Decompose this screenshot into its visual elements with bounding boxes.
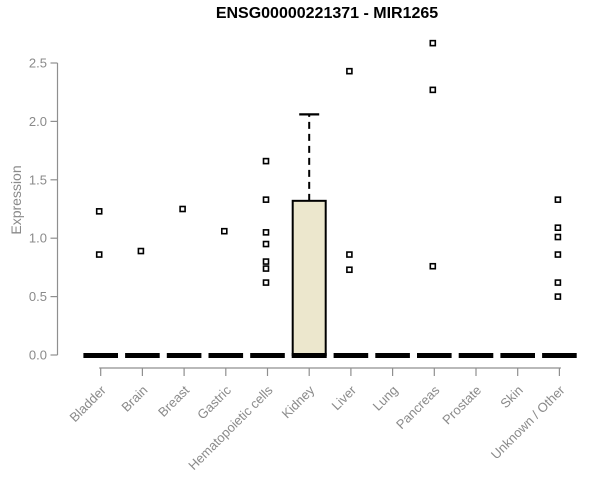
data-point (554, 251, 562, 258)
median-line (250, 353, 285, 358)
y-tick-label: 2.0 (29, 114, 47, 129)
median-line (542, 353, 577, 358)
data-point (179, 205, 186, 213)
data-point (346, 266, 353, 274)
data-point (429, 262, 437, 270)
median-line (333, 353, 369, 358)
data-point (554, 293, 562, 300)
x-tick-label: Gastric (194, 382, 234, 422)
data-point (554, 196, 562, 203)
x-tick-label: Prostate (439, 383, 484, 428)
chart-title: ENSG00000221371 - MIR1265 (215, 5, 439, 22)
median-line (125, 353, 160, 358)
median-line (417, 353, 452, 358)
x-tick-label: Lung (370, 383, 401, 414)
y-tick-label: 0.0 (29, 348, 47, 363)
data-point (262, 279, 270, 286)
data-point (137, 247, 145, 255)
data-point (221, 227, 228, 235)
median-line (83, 353, 118, 358)
x-tick-label: Brain (118, 383, 150, 415)
data-point (262, 157, 270, 165)
median-line (500, 353, 535, 358)
data-point (554, 224, 562, 231)
x-tick-label: Pancreas (393, 382, 443, 432)
x-tick-label: Breast (155, 382, 192, 419)
data-point (346, 251, 353, 258)
data-point (429, 86, 437, 94)
x-tick-label: Liver (328, 382, 359, 413)
data-point (262, 229, 270, 236)
y-tick-label: 1.5 (29, 172, 47, 187)
x-tick-label: Unknown / Other (488, 382, 568, 462)
y-tick-label: 0.5 (29, 289, 47, 304)
box-kidney (291, 199, 327, 356)
median-line (458, 353, 494, 358)
data-point (262, 196, 270, 203)
median-line (291, 353, 327, 358)
median-line (375, 353, 410, 358)
median-line (208, 353, 244, 358)
data-point (262, 258, 270, 265)
x-tick-label: Kidney (279, 382, 318, 421)
data-point (262, 240, 270, 248)
data-point (95, 251, 103, 258)
x-tick-label: Bladder (67, 382, 110, 425)
data-point (262, 265, 270, 272)
data-point (346, 67, 353, 75)
y-tick-label: 2.5 (29, 56, 47, 71)
y-tick-label: 1.0 (29, 231, 47, 246)
x-tick-label: Skin (497, 383, 525, 411)
data-point (429, 39, 437, 47)
data-point (95, 208, 103, 215)
data-point (554, 279, 562, 286)
median-line (166, 353, 202, 358)
data-point (554, 233, 562, 241)
